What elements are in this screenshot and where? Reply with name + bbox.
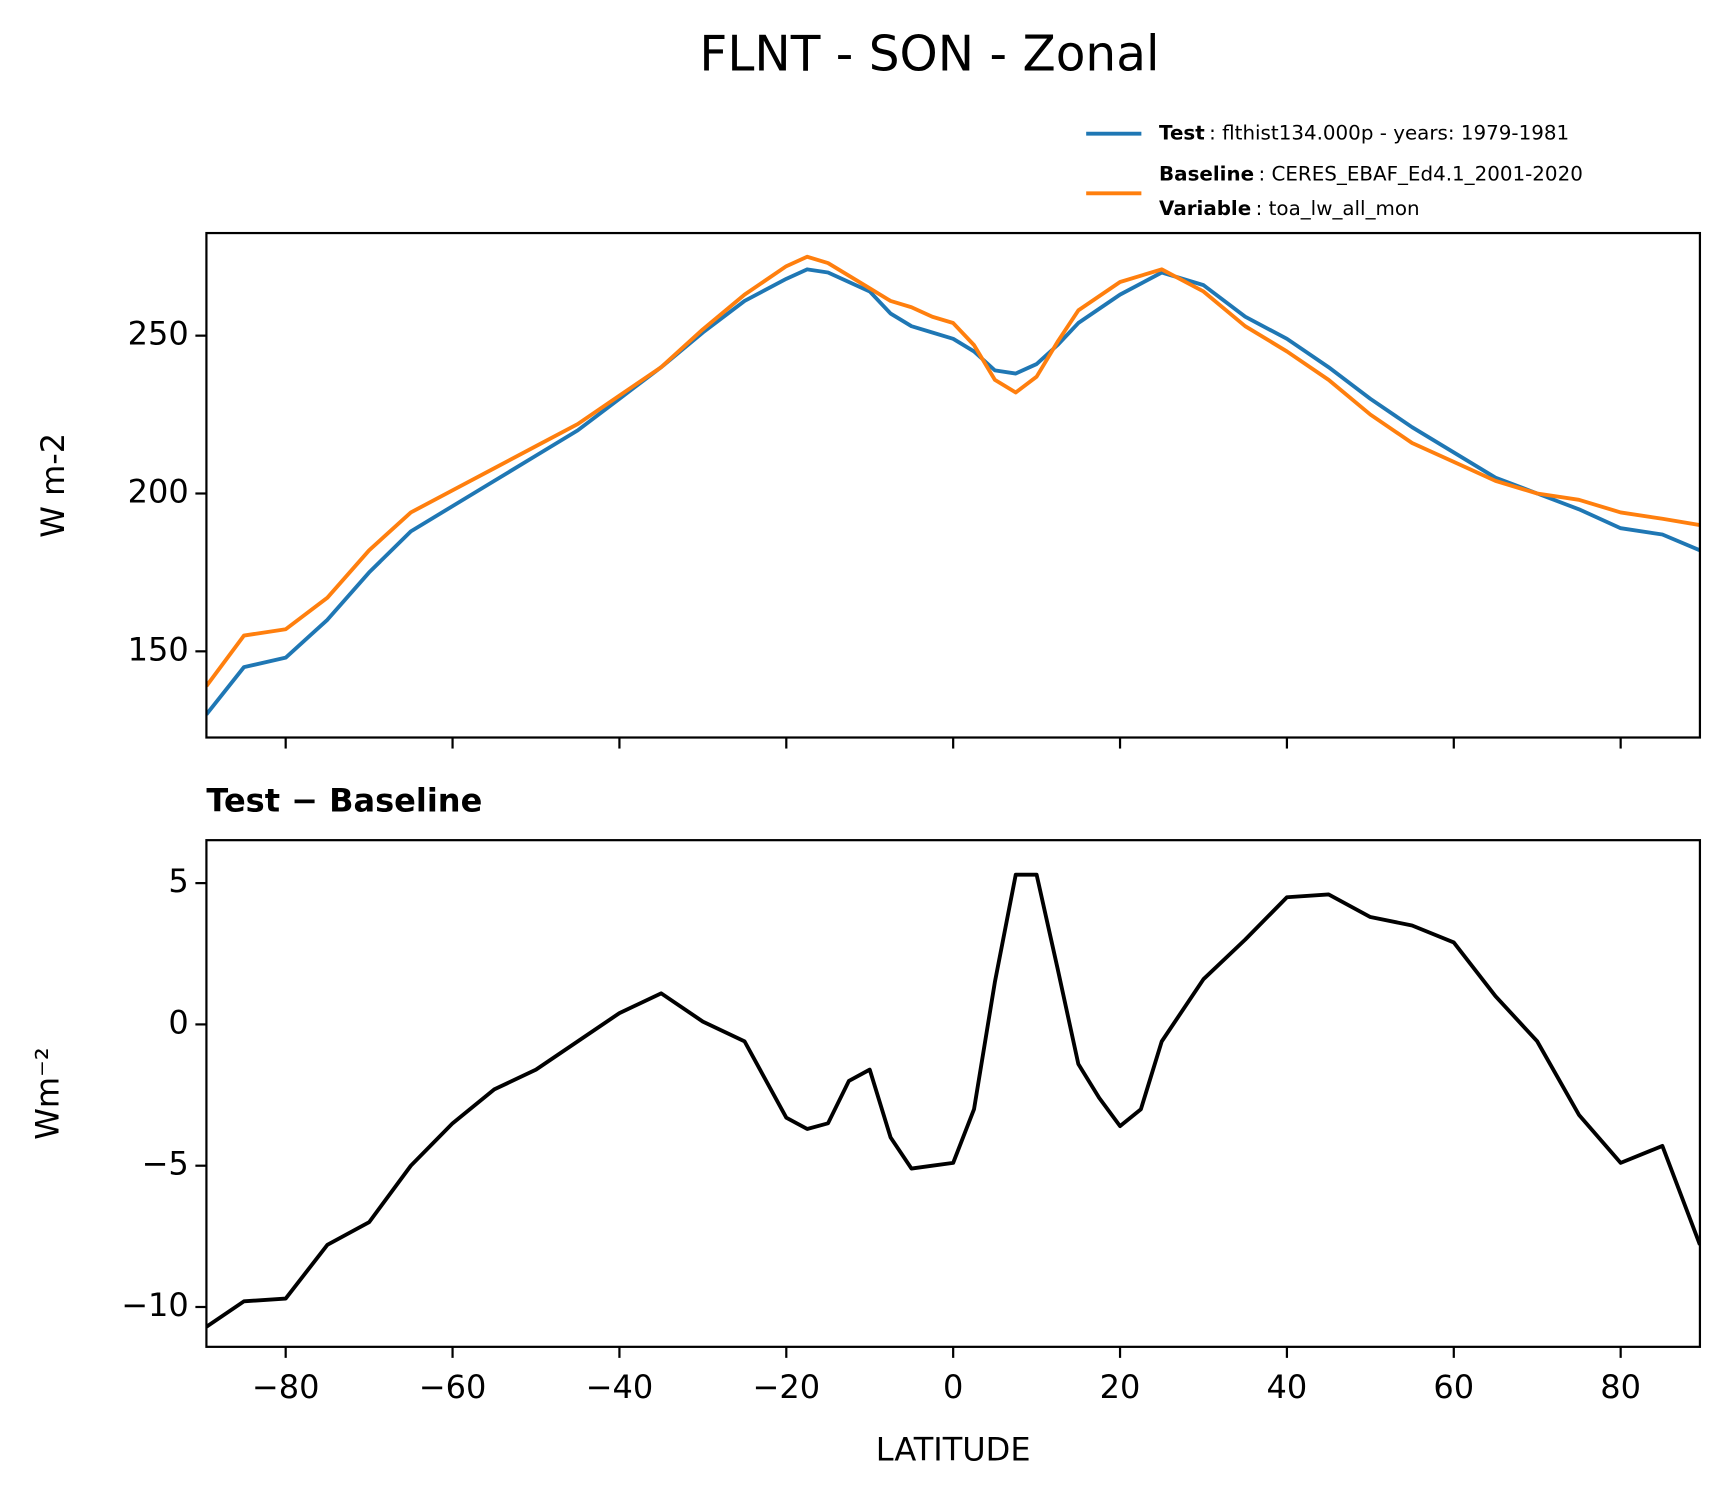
legend-name: Baseline — [1159, 162, 1254, 185]
legend-entry: Variable: toa_lw_all_mon — [1159, 196, 1420, 219]
x-tick-label: 0 — [943, 1368, 963, 1406]
y-tick-label: 200 — [128, 472, 189, 510]
x-tick-label: −20 — [753, 1368, 821, 1406]
legend-entry: Test: flthist134.000p - years: 1979-1981 — [1159, 121, 1569, 144]
legend-variable: : toa_lw_all_mon — [1256, 196, 1420, 219]
y-axis-label: W m-2 — [34, 433, 72, 538]
x-tick-label: −80 — [252, 1368, 320, 1406]
x-tick-label: 40 — [1267, 1368, 1308, 1406]
x-tick-label: 80 — [1600, 1368, 1641, 1406]
y-tick-label: 5 — [168, 862, 188, 900]
legend-description: : flthist134.000p - years: 1979-1981 — [1209, 121, 1569, 144]
axes-frame — [205, 839, 1702, 1348]
y-axis-label: Wm⁻² — [29, 1047, 67, 1140]
data-line — [206, 872, 1700, 1329]
y-tick-label: −5 — [142, 1145, 189, 1183]
legend-description: : CERES_EBAF_Ed4.1_2001-2020 — [1259, 162, 1583, 185]
figure-title: FLNT - SON - Zonal — [699, 27, 1159, 83]
x-tick-label: 60 — [1433, 1368, 1474, 1406]
x-axis-label: LATITUDE — [876, 1431, 1031, 1469]
data-line — [206, 254, 1700, 688]
y-tick-label: −10 — [121, 1286, 189, 1324]
y-tick-label: 250 — [128, 315, 189, 353]
x-tick-label: 20 — [1100, 1368, 1141, 1406]
data-line — [206, 267, 1700, 716]
y-tick-label: 150 — [128, 630, 189, 668]
axes-frame — [205, 231, 1702, 739]
axes-title: Test − Baseline — [206, 782, 482, 820]
legend-name: Test — [1159, 121, 1205, 144]
y-tick-label: 0 — [168, 1003, 188, 1041]
legend-variable-label: Variable — [1159, 196, 1251, 219]
x-tick-label: −40 — [586, 1368, 654, 1406]
x-tick-label: −60 — [419, 1368, 487, 1406]
legend-entry: Baseline: CERES_EBAF_Ed4.1_2001-2020 — [1159, 162, 1583, 185]
